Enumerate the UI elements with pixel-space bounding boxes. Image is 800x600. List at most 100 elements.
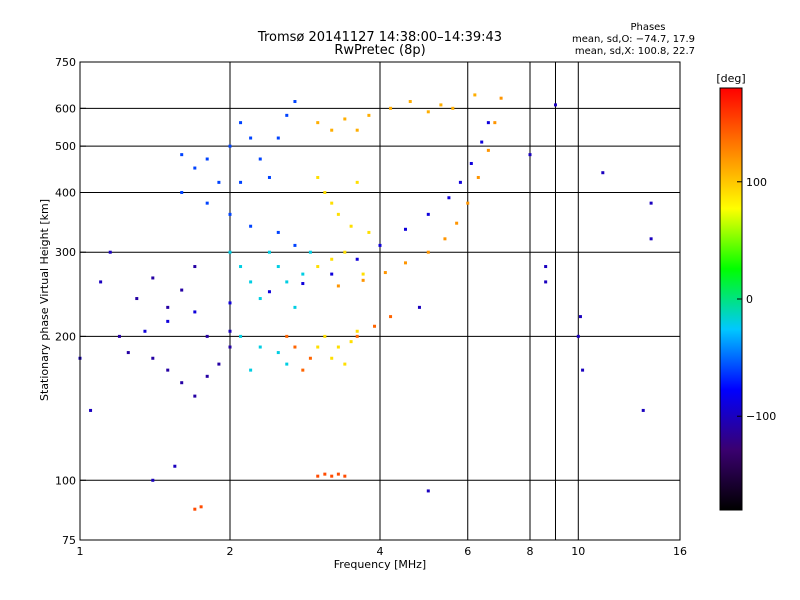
data-point-9-15 xyxy=(417,305,421,309)
data-point-5-6 xyxy=(343,250,347,254)
data-point-4-14 xyxy=(249,368,253,372)
phase-colorbar: [deg] 100 0 −100 xyxy=(716,72,776,511)
data-point-8-1 xyxy=(323,472,327,476)
data-point-2-8 xyxy=(180,288,184,292)
y-tick-label-500: 500 xyxy=(55,140,76,153)
data-point-0-6 xyxy=(330,272,334,276)
data-point-5-3 xyxy=(336,212,340,216)
data-point-9-1 xyxy=(544,265,548,269)
data-point-9-10 xyxy=(426,489,430,493)
data-point-0-15 xyxy=(486,121,490,125)
x-tick-label-1: 1 xyxy=(77,545,84,558)
data-point-5-2 xyxy=(330,201,334,205)
data-point-3-3 xyxy=(217,180,221,184)
data-point-5-7 xyxy=(330,257,334,261)
data-point-0-8 xyxy=(378,243,382,247)
data-point-6-4 xyxy=(367,113,371,117)
data-point-3-10 xyxy=(293,100,297,104)
data-point-2-9 xyxy=(135,297,139,301)
y-tick-label-400: 400 xyxy=(55,186,76,199)
chart-subtitle: RwPretec (8p) xyxy=(334,43,425,58)
data-point-3-13 xyxy=(228,212,232,216)
data-point-3-18 xyxy=(239,180,243,184)
data-point-9-13 xyxy=(99,280,103,284)
data-point-5-14 xyxy=(316,345,320,349)
y-tick-label-750: 750 xyxy=(55,56,76,69)
data-point-1-7 xyxy=(466,201,470,205)
data-point-1-2 xyxy=(383,271,387,275)
data-point-8-2 xyxy=(330,474,334,478)
data-point-9-19 xyxy=(581,368,585,372)
data-point-5-12 xyxy=(355,329,359,333)
phases-info: Phases mean, sd,O: −74.7, 17.9 mean, sd,… xyxy=(572,22,695,57)
data-point-2-13 xyxy=(228,345,232,349)
data-point-3-16 xyxy=(293,243,297,247)
data-point-4-10 xyxy=(239,334,243,338)
data-point-5-9 xyxy=(323,334,327,338)
data-point-6-2 xyxy=(343,117,347,121)
x-tick-label-16: 16 xyxy=(673,545,687,558)
data-point-7-2 xyxy=(285,334,289,338)
x-axis-label: Frequency [MHz] xyxy=(334,558,426,571)
data-point-6-7 xyxy=(426,110,430,114)
colorbar-tick-label-100: 100 xyxy=(746,176,767,189)
data-point-1-1 xyxy=(361,278,365,282)
data-point-1-11 xyxy=(499,96,503,100)
phases-heading: Phases xyxy=(630,22,665,33)
data-point-0-5 xyxy=(301,282,305,286)
data-point-0-4 xyxy=(267,290,271,294)
y-tick-label-100: 100 xyxy=(55,474,76,487)
data-point-0-13 xyxy=(469,161,473,165)
x-tick-label-8: 8 xyxy=(527,545,534,558)
data-point-2-4 xyxy=(193,394,197,398)
phases-o-line: mean, sd,O: −74.7, 17.9 xyxy=(572,34,695,45)
data-point-0-10 xyxy=(426,212,430,216)
data-point-2-10 xyxy=(151,276,155,280)
chart-title: Tromsø 20141127 14:38:00–14:39:43 xyxy=(257,30,502,45)
data-point-9-16 xyxy=(228,329,232,333)
colorbar-tick-label-0: 0 xyxy=(746,293,753,306)
data-point-4-7 xyxy=(293,305,297,309)
y-tick-label-600: 600 xyxy=(55,102,76,115)
data-point-6-3 xyxy=(355,128,359,132)
data-point-8-5 xyxy=(193,507,197,511)
data-point-1-4 xyxy=(426,250,430,254)
data-point-7-3 xyxy=(308,356,312,360)
data-point-4-13 xyxy=(285,362,289,366)
data-point-4-1 xyxy=(239,265,243,269)
data-point-3-17 xyxy=(267,175,271,179)
data-point-2-11 xyxy=(193,265,197,269)
phases-x-line: mean, sd,X: 100.8, 22.7 xyxy=(575,46,695,57)
data-point-9-12 xyxy=(151,478,155,482)
data-point-3-12 xyxy=(205,201,209,205)
data-point-7-1 xyxy=(293,345,297,349)
x-axis: 1 2 4 6 8 10 16 xyxy=(77,545,688,558)
x-tick-label-10: 10 xyxy=(571,545,585,558)
data-point-9-14 xyxy=(89,408,93,412)
data-point-9-7 xyxy=(649,201,653,205)
colorbar-ticks: 100 0 −100 xyxy=(737,176,776,423)
data-point-6-5 xyxy=(389,106,393,110)
data-point-4-2 xyxy=(249,280,253,284)
data-point-0-14 xyxy=(480,140,484,144)
data-point-6-0 xyxy=(316,121,320,125)
data-point-0-7 xyxy=(355,257,359,261)
data-point-0-11 xyxy=(447,196,451,200)
data-point-8-0 xyxy=(316,474,320,478)
data-point-7-4 xyxy=(355,334,359,338)
data-point-7-6 xyxy=(389,315,393,319)
data-point-9-18 xyxy=(108,250,112,254)
data-point-5-13 xyxy=(330,356,334,360)
data-point-5-0 xyxy=(316,175,320,179)
data-point-3-5 xyxy=(239,121,243,125)
data-point-5-11 xyxy=(349,340,353,344)
data-point-2-1 xyxy=(151,356,155,360)
data-point-5-8 xyxy=(316,265,320,269)
data-point-0-0 xyxy=(143,329,147,333)
data-point-1-9 xyxy=(486,148,490,152)
data-point-2-14 xyxy=(126,351,130,355)
data-point-9-5 xyxy=(601,171,605,175)
data-point-2-7 xyxy=(166,305,170,309)
data-point-9-0 xyxy=(528,153,532,157)
